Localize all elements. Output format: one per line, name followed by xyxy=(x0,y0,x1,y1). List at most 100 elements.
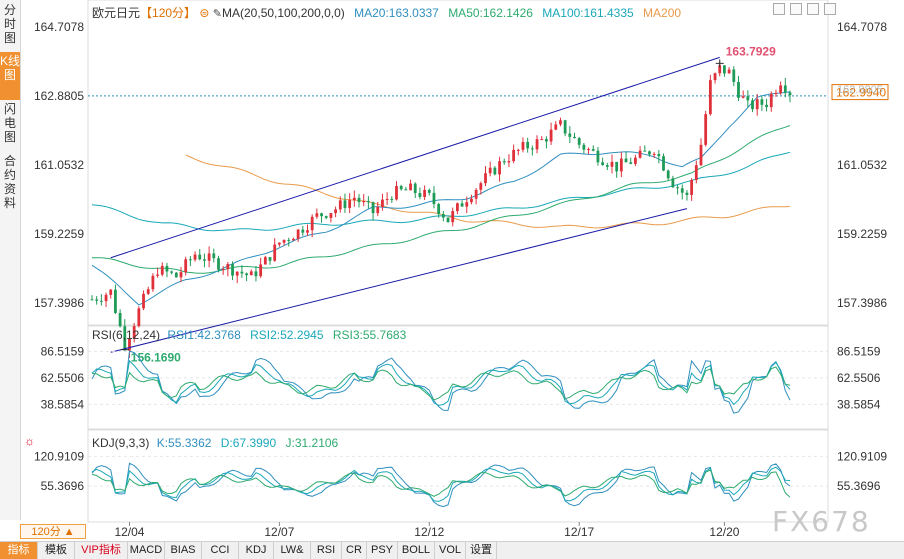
candle-body xyxy=(484,173,487,184)
candle-body xyxy=(516,149,520,151)
candle-body xyxy=(460,203,464,207)
candle-body xyxy=(357,197,361,203)
rsi-header: RSI(6,12,24) RSI1:42.3768 RSI2:52.2945 R… xyxy=(92,328,406,342)
candle-body xyxy=(680,188,684,193)
indicator-tab-2[interactable]: VIP指标 xyxy=(75,542,128,559)
candle-body xyxy=(694,165,698,181)
candle-body xyxy=(535,139,539,150)
toolbar-icon-2[interactable] xyxy=(790,3,802,15)
indicator-tab-9[interactable]: CR xyxy=(342,542,367,559)
dashed-price-label: 162.8805 xyxy=(837,84,883,96)
tab-contract-info[interactable]: 合约资料 xyxy=(3,154,16,210)
candle-body xyxy=(226,264,230,270)
chart-canvas[interactable]: 163.7929 156.1690 164.7078 164.7078 162.880… xyxy=(0,0,904,541)
candle-body xyxy=(371,202,375,214)
candle-body xyxy=(455,203,459,212)
time-axis: 12/04 12/07 12/12 12/17 12/20 xyxy=(114,522,740,539)
tab-timeshare[interactable]: 分时图 xyxy=(3,3,16,45)
tab-kline[interactable]: K线图 xyxy=(0,52,20,100)
toolbar-icon-4[interactable] xyxy=(824,3,836,15)
price-tick-left-3: 159.2259 xyxy=(34,227,84,241)
indicator-tab-5[interactable]: CCI xyxy=(202,542,239,559)
candle-body xyxy=(184,259,188,273)
RSI(6,12,24)-tick-left-1: 62.5506 xyxy=(41,371,85,385)
low-price-annotation: 156.1690 xyxy=(131,351,181,365)
candle-body xyxy=(774,93,778,95)
candle-body xyxy=(217,258,220,270)
ma-settings-icon[interactable]: ⊜ xyxy=(199,6,210,20)
indicator-tab-4[interactable]: BIAS xyxy=(165,542,202,559)
candle-body xyxy=(596,150,600,163)
rsi2-value: RSI2:52.2945 xyxy=(250,328,324,342)
indicator-tab-0[interactable]: 指标 xyxy=(0,542,38,559)
candle-body xyxy=(582,144,586,150)
candle-body xyxy=(573,136,576,139)
candle-body xyxy=(329,213,333,218)
period-selector[interactable]: 120分 ▲ xyxy=(20,524,86,539)
candle-body xyxy=(418,193,422,197)
candle-body xyxy=(441,214,445,218)
ma20-value: MA20:163.0337 xyxy=(354,6,439,20)
candle-body xyxy=(755,99,759,110)
candle-body xyxy=(432,192,436,205)
KDJ(9,3,3)-tick-right-1: 55.3696 xyxy=(837,479,881,493)
candle-body xyxy=(165,265,169,272)
indicator-tab-10[interactable]: PSY xyxy=(367,542,398,559)
candle-body xyxy=(737,81,740,98)
channel-lower-line[interactable] xyxy=(110,208,688,353)
high-marker xyxy=(715,59,724,68)
candle-body xyxy=(652,153,656,155)
ma-edit-icon[interactable]: ✎ xyxy=(212,8,223,20)
channel-upper-line[interactable] xyxy=(110,56,720,259)
ma20-line xyxy=(91,91,791,306)
indicator-tab-1[interactable]: 模板 xyxy=(38,542,75,559)
indicator-tab-3[interactable]: MACD xyxy=(128,542,165,559)
candle-body xyxy=(427,189,431,193)
candle-body xyxy=(760,99,764,105)
indicator-tab-7[interactable]: LW& xyxy=(274,542,311,559)
price-tick-right-4: 157.3986 xyxy=(837,296,887,310)
ma50-value: MA50:162.1426 xyxy=(448,6,533,20)
candle-body xyxy=(512,149,516,162)
candle-body xyxy=(629,162,633,164)
candle-body xyxy=(118,312,122,327)
rsi1-value: RSI1:42.3768 xyxy=(167,328,241,342)
time-label-0: 12/04 xyxy=(114,525,144,539)
last-price-label: 162.9940 xyxy=(836,86,886,100)
candle-body xyxy=(587,149,590,151)
symbol-title: 欧元日元 xyxy=(92,6,141,20)
candle-body xyxy=(212,253,216,259)
kdj-settings-icon[interactable]: ☼ xyxy=(24,434,35,448)
candle-body xyxy=(151,275,155,290)
candle-body xyxy=(638,150,642,158)
candle-body xyxy=(723,65,726,74)
toolbar-icon-1[interactable] xyxy=(773,3,785,15)
candle-body xyxy=(554,124,558,130)
indicator-tab-13[interactable]: 设置 xyxy=(466,542,497,559)
candle-body xyxy=(282,239,286,243)
candle-body xyxy=(718,65,722,74)
candle-body xyxy=(99,300,103,302)
candle-body xyxy=(366,201,370,203)
candle-body xyxy=(296,229,300,239)
tab-flash-chart[interactable]: 闪电图 xyxy=(3,102,16,144)
candle-body xyxy=(310,216,314,231)
toolbar-icon-3[interactable] xyxy=(807,3,819,15)
candle-body xyxy=(315,213,319,217)
candle-body xyxy=(601,162,605,166)
indicator-tab-8[interactable]: RSI xyxy=(311,542,342,559)
rsi3-line xyxy=(91,366,791,401)
RSI(6,12,24)-tick-left-2: 38.5854 xyxy=(41,397,85,411)
indicator-tab-11[interactable]: BOLL xyxy=(398,542,435,559)
rsi-label: RSI(6,12,24) xyxy=(92,328,161,342)
candle-body xyxy=(662,156,665,171)
j-line xyxy=(91,469,791,498)
period-tag[interactable]: 【120分】 xyxy=(140,6,197,20)
candle-body xyxy=(685,192,689,195)
candle-body xyxy=(109,289,113,295)
candle-body xyxy=(559,120,562,125)
indicator-tab-6[interactable]: KDJ xyxy=(239,542,274,559)
candle-body xyxy=(263,257,267,265)
indicator-tab-12[interactable]: VOL xyxy=(435,542,466,559)
candle-body xyxy=(348,200,352,208)
